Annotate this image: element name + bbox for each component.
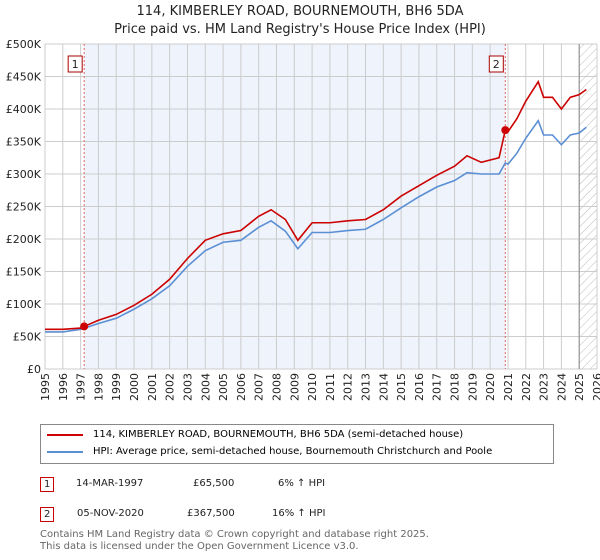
legend-blue-line — [47, 450, 83, 453]
x-tick-label: 2011 — [324, 373, 337, 401]
transaction-price: £65,500 — [193, 478, 235, 489]
x-tick-label: 2021 — [502, 373, 515, 401]
y-tick-label: £100K — [6, 298, 42, 311]
x-tick-label: 2023 — [538, 373, 551, 401]
y-tick-label: £200K — [6, 233, 42, 246]
sale-label-box — [67, 55, 83, 73]
x-tick-label: 2015 — [395, 373, 408, 401]
x-tick-label: 2013 — [360, 373, 373, 401]
y-tick-label: £450K — [6, 71, 42, 84]
x-tick-label: 1996 — [57, 373, 70, 401]
x-tick-label: 2022 — [520, 373, 533, 401]
transaction-date: 14-MAR-1997 — [76, 478, 144, 489]
y-tick-label: £500K — [6, 38, 42, 51]
x-tick-label: 2010 — [306, 373, 319, 401]
transaction-price: £367,500 — [187, 508, 235, 519]
chart: £0 £50K £100K £150K £200K £250K £300K £350K £400… — [6, 38, 600, 401]
x-tick-label: 2001 — [146, 373, 159, 401]
transaction-row: 1 14-MAR-1997 £65,500 6% ↑ HPI — [40, 477, 440, 493]
x-tick-label: 1998 — [92, 373, 105, 401]
x-tick-label: 2024 — [555, 373, 568, 401]
x-tick-label: 2008 — [270, 373, 283, 401]
x-tick-label: 2016 — [413, 373, 426, 401]
x-tick-label: 1999 — [110, 373, 123, 401]
y-tick-label: £250K — [6, 201, 42, 214]
x-tick-label: 2017 — [431, 373, 444, 401]
x-tick-label: 1995 — [39, 373, 52, 401]
y-tick-label: £350K — [6, 136, 42, 149]
sale-label: 1 — [72, 58, 79, 71]
hpi-line — [45, 119, 587, 333]
legend: 114, KIMBERLEY ROAD, BOURNEMOUTH, BH6 5D… — [40, 424, 554, 464]
x-tick-label: 2003 — [181, 373, 194, 401]
x-tick-label: 2025 — [573, 373, 586, 401]
x-tick-label: 2009 — [288, 373, 301, 401]
transaction-date: 05-NOV-2020 — [77, 508, 144, 519]
legend-label-hpi: HPI: Average price, semi-detached house,… — [93, 446, 493, 457]
sale-label: 2 — [493, 58, 500, 71]
chart-subtitle: Price paid vs. HM Land Registry's House … — [114, 22, 486, 37]
x-tick-label: 2019 — [466, 373, 479, 401]
x-tick-label: 2005 — [217, 373, 230, 401]
sale-point — [501, 126, 510, 135]
y-tick-label: £0 — [27, 363, 41, 376]
x-tick-label: 2004 — [199, 373, 212, 401]
chart-title: 114, KIMBERLEY ROAD, BOURNEMOUTH, BH6 5D… — [136, 4, 464, 19]
x-tick-label: 2000 — [128, 373, 141, 401]
legend-label-property: 114, KIMBERLEY ROAD, BOURNEMOUTH, BH6 5D… — [93, 429, 464, 440]
x-tick-label: 1997 — [75, 373, 88, 401]
y-tick-label: £150K — [6, 266, 42, 279]
transaction-hpi: 16% ↑ HPI — [272, 508, 326, 519]
y-tick-label: £300K — [6, 168, 42, 181]
x-tick-label: 2012 — [342, 373, 355, 401]
sale-point — [80, 322, 89, 331]
x-tick-label: 2006 — [235, 373, 248, 401]
transaction-badge: 1 — [40, 477, 55, 492]
x-tick-label: 2014 — [377, 373, 390, 401]
y-tick-label: £50K — [13, 331, 42, 344]
footer: Contains HM Land Registry data © Crown c… — [40, 529, 429, 553]
legend-red-line — [47, 433, 83, 436]
sale-label-box — [488, 55, 504, 73]
x-tick-label: 2002 — [164, 373, 177, 401]
x-tick-label: 2007 — [253, 373, 266, 401]
price-paid-line — [45, 79, 587, 331]
transaction-row: 2 05-NOV-2020 £367,500 16% ↑ HPI — [40, 507, 440, 523]
x-tick-label: 2020 — [484, 373, 497, 401]
x-tick-label: 2018 — [449, 373, 462, 401]
transaction-badge: 2 — [40, 507, 55, 522]
transaction-hpi: 6% ↑ HPI — [278, 478, 326, 489]
y-tick-label: £400K — [6, 103, 42, 116]
x-tick-label: 2026 — [591, 373, 600, 401]
footer-line-1: Contains HM Land Registry data © Crown c… — [40, 529, 429, 540]
footer-line-2: This data is licensed under the Open Gov… — [40, 541, 359, 552]
